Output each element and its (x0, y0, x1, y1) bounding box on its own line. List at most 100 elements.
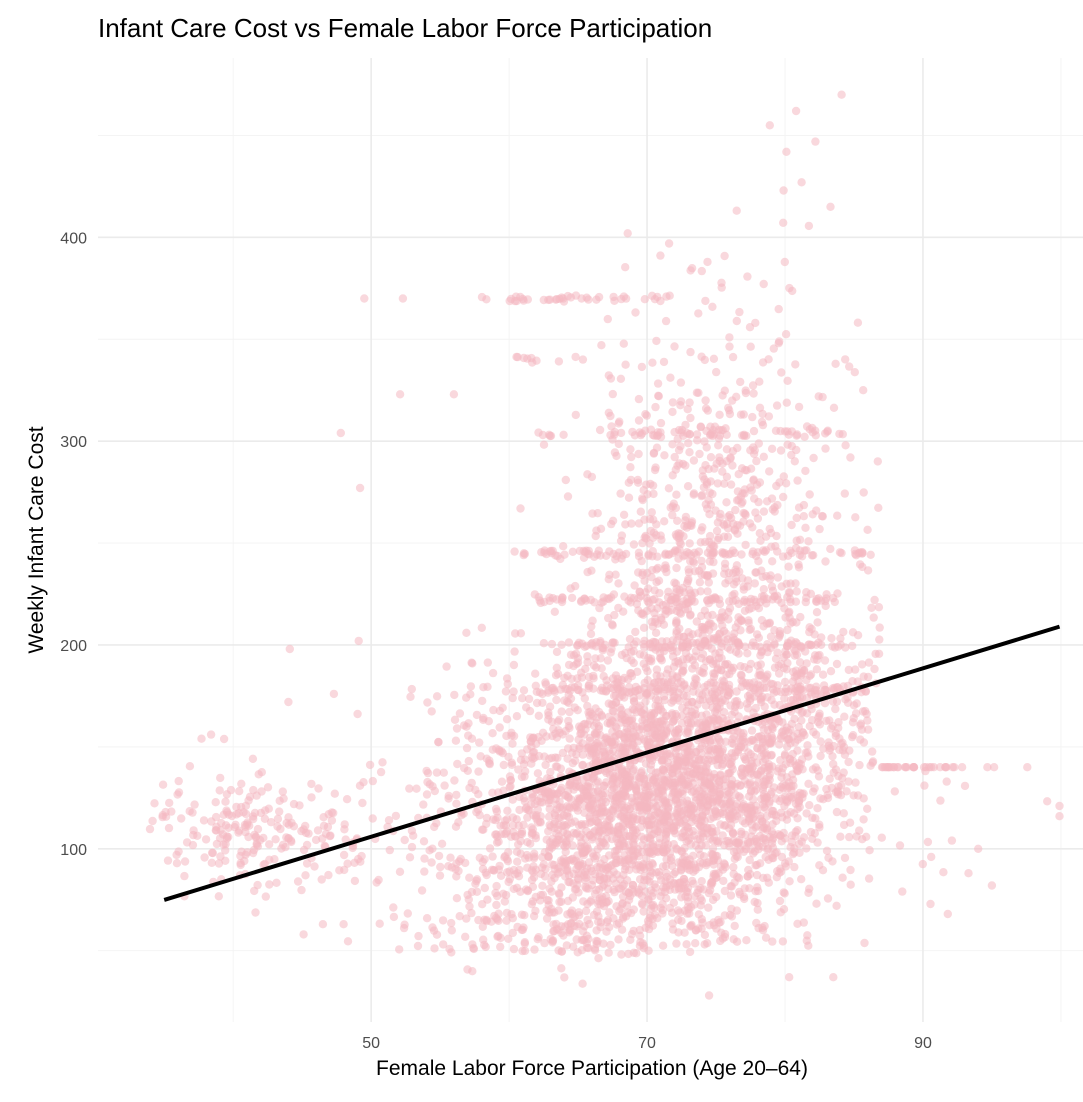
data-point (555, 867, 564, 877)
data-point (327, 816, 337, 825)
data-point (584, 295, 593, 304)
data-point (748, 412, 757, 422)
data-point (573, 685, 583, 695)
data-point (623, 675, 633, 684)
data-point (866, 550, 875, 559)
data-point (718, 714, 727, 723)
data-point (501, 687, 511, 696)
data-point (715, 410, 724, 419)
data-point (523, 838, 532, 847)
data-point (464, 895, 473, 904)
data-point (828, 593, 838, 603)
data-point (566, 694, 576, 703)
data-point (739, 585, 748, 594)
data-point (812, 665, 822, 674)
data-point (758, 572, 767, 582)
data-point (748, 523, 757, 532)
data-point (837, 90, 846, 99)
data-point (692, 617, 701, 626)
data-point (754, 557, 763, 566)
data-point (635, 650, 645, 659)
data-point (672, 490, 681, 499)
data-point (654, 867, 664, 877)
data-point (631, 308, 640, 317)
data-point (499, 889, 508, 898)
data-point (603, 314, 612, 324)
data-point (550, 873, 559, 883)
data-point (694, 629, 703, 638)
data-point (594, 818, 603, 828)
data-point (568, 759, 577, 768)
data-point (791, 597, 801, 606)
data-point (634, 568, 643, 577)
data-point (805, 490, 814, 499)
data-point (278, 787, 287, 796)
data-point (659, 357, 669, 367)
data-point (766, 643, 775, 653)
data-point (174, 776, 183, 786)
data-point (715, 613, 724, 622)
data-point (568, 547, 577, 556)
data-point (378, 758, 387, 767)
data-point (704, 991, 714, 1000)
data-point (658, 780, 667, 790)
data-point (420, 867, 429, 876)
data-point (584, 742, 593, 751)
data-point (647, 657, 656, 666)
data-point (618, 899, 627, 908)
data-point (552, 647, 562, 657)
data-point (709, 787, 718, 797)
data-point (725, 800, 735, 809)
data-point (602, 822, 612, 831)
data-point (857, 688, 866, 697)
data-point (485, 844, 495, 853)
data-point (509, 944, 519, 954)
data-point (519, 794, 529, 803)
data-point (676, 378, 686, 387)
data-point (555, 715, 564, 724)
data-point (547, 717, 557, 726)
data-point (624, 643, 633, 652)
data-point (284, 834, 293, 843)
data-point (529, 792, 538, 802)
data-point (767, 736, 777, 745)
data-point (770, 507, 779, 516)
data-point (342, 795, 352, 804)
data-point (812, 899, 821, 908)
data-point (804, 221, 814, 231)
data-point (853, 318, 863, 327)
data-point (672, 563, 681, 573)
chart-title: Infant Care Cost vs Female Labor Force P… (98, 13, 712, 43)
data-point (675, 459, 684, 468)
data-point (591, 654, 600, 663)
data-point (686, 718, 695, 728)
data-point (620, 735, 630, 744)
data-point (193, 831, 202, 840)
data-point (644, 894, 653, 903)
data-point (753, 806, 762, 815)
data-point (629, 540, 639, 549)
data-point (741, 804, 750, 813)
data-point (455, 709, 465, 718)
data-point (698, 472, 707, 481)
data-point (234, 809, 243, 818)
data-point (816, 737, 825, 746)
data-point (735, 890, 745, 899)
data-point (859, 738, 869, 747)
data-point (538, 430, 548, 440)
data-point (775, 631, 784, 640)
data-point (780, 677, 790, 687)
data-point (858, 835, 867, 844)
data-point (846, 453, 855, 462)
data-point (817, 511, 827, 521)
data-point (515, 805, 524, 815)
data-point (578, 355, 588, 364)
data-point (947, 836, 957, 845)
data-point (763, 693, 772, 702)
data-point (687, 264, 697, 273)
data-point (796, 685, 806, 694)
data-point (732, 687, 741, 696)
data-point (546, 767, 555, 777)
data-point (466, 682, 476, 691)
data-point (634, 394, 644, 404)
